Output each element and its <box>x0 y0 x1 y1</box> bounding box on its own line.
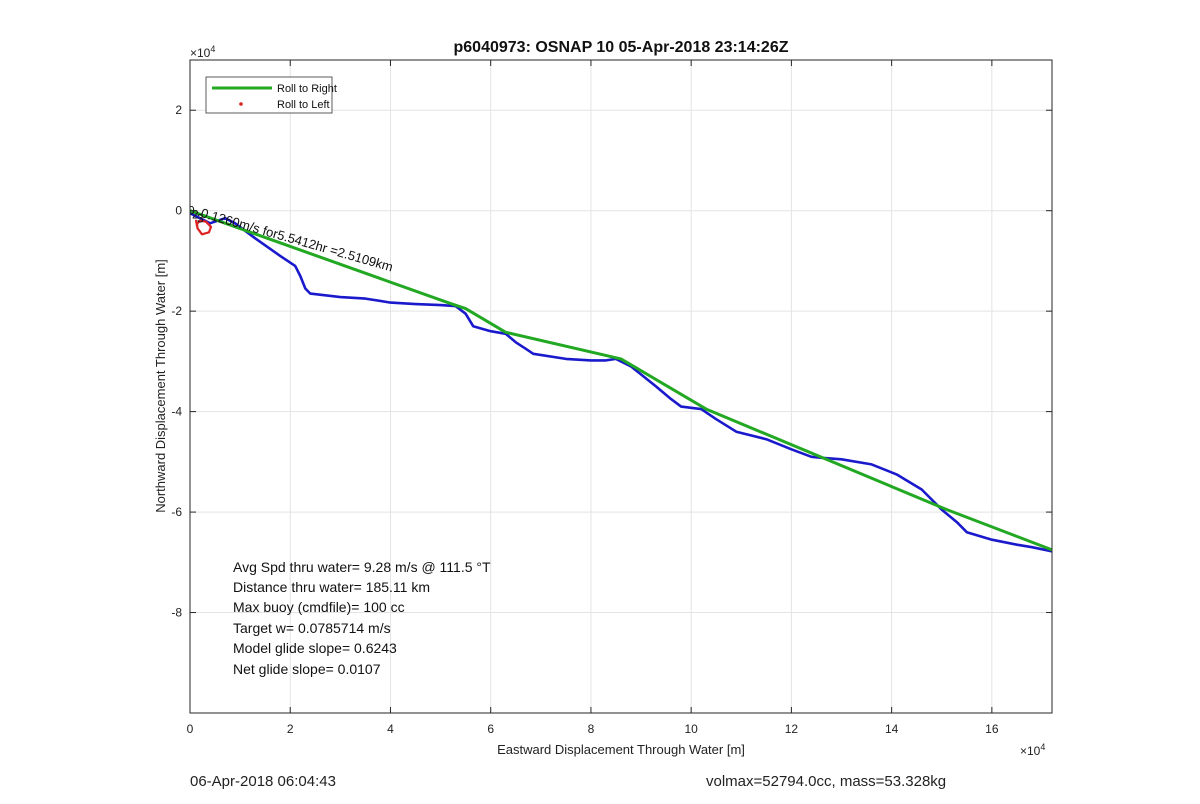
footer-timestamp: 06-Apr-2018 06:04:43 <box>190 773 336 790</box>
x-axis-label: Eastward Displacement Through Water [m] <box>497 742 745 757</box>
x-axis-multiplier: ×104 <box>1020 742 1045 758</box>
stat-max-buoy: Max buoy (cmdfile)= 100 cc <box>233 599 405 615</box>
x-tick-label: 2 <box>287 722 294 736</box>
x-tick-label: 12 <box>785 722 799 736</box>
footer-mass-info: volmax=52794.0cc, mass=53.328kg <box>706 773 947 790</box>
x-tick-label: 16 <box>985 722 999 736</box>
plot-area <box>190 60 1052 713</box>
legend-label-roll-right: Roll to Right <box>277 83 337 95</box>
y-axis-label: Northward Displacement Through Water [m] <box>153 259 168 513</box>
stats-block: Avg Spd thru water= 9.28 m/s @ 111.5 °T … <box>233 559 491 677</box>
x-tick-label: 4 <box>387 722 394 736</box>
start-label: 3 <box>197 212 204 226</box>
legend-swatch-roll-left <box>239 102 243 106</box>
y-tick-label: 0 <box>175 204 182 218</box>
stat-distance: Distance thru water= 185.11 km <box>233 579 430 595</box>
legend-label-roll-left: Roll to Left <box>277 99 330 111</box>
stat-net-glide-slope: Net glide slope= 0.0107 <box>233 661 381 677</box>
x-tick-label: 10 <box>684 722 698 736</box>
series-layer <box>190 209 1052 553</box>
series-roll-left <box>194 219 213 236</box>
y-tick-label: -4 <box>171 405 182 419</box>
y-tick-label: 2 <box>175 103 182 117</box>
y-tick-label: -2 <box>171 304 182 318</box>
y-axis-multiplier: ×104 <box>190 44 215 60</box>
x-tick-label: 6 <box>487 722 494 736</box>
x-tick-label: 8 <box>588 722 595 736</box>
legend: Roll to Right Roll to Left <box>205 76 337 114</box>
stat-model-glide-slope: Model glide slope= 0.6243 <box>233 640 397 656</box>
series-roll-right <box>190 209 1052 552</box>
grid-lines <box>190 60 1052 713</box>
stat-target-w: Target w= 0.0785714 m/s <box>233 620 391 636</box>
x-tick-label: 0 <box>187 722 194 736</box>
start-label: 2. <box>192 208 202 222</box>
stat-avg-speed: Avg Spd thru water= 9.28 m/s @ 111.5 °T <box>233 559 491 575</box>
x-tick-label: 14 <box>885 722 899 736</box>
y-tick-label: -6 <box>171 505 182 519</box>
series-glider-track <box>190 211 1052 553</box>
chart-title: p6040973: OSNAP 10 05-Apr-2018 23:14:26Z <box>454 39 789 56</box>
y-tick-label: -8 <box>171 606 182 620</box>
plot-frame <box>189 59 1053 714</box>
axis-ticks: 0 2 4 6 8 10 12 14 16 2 0 -2 -4 -6 -8 <box>171 60 1052 736</box>
legend-box <box>205 76 333 114</box>
